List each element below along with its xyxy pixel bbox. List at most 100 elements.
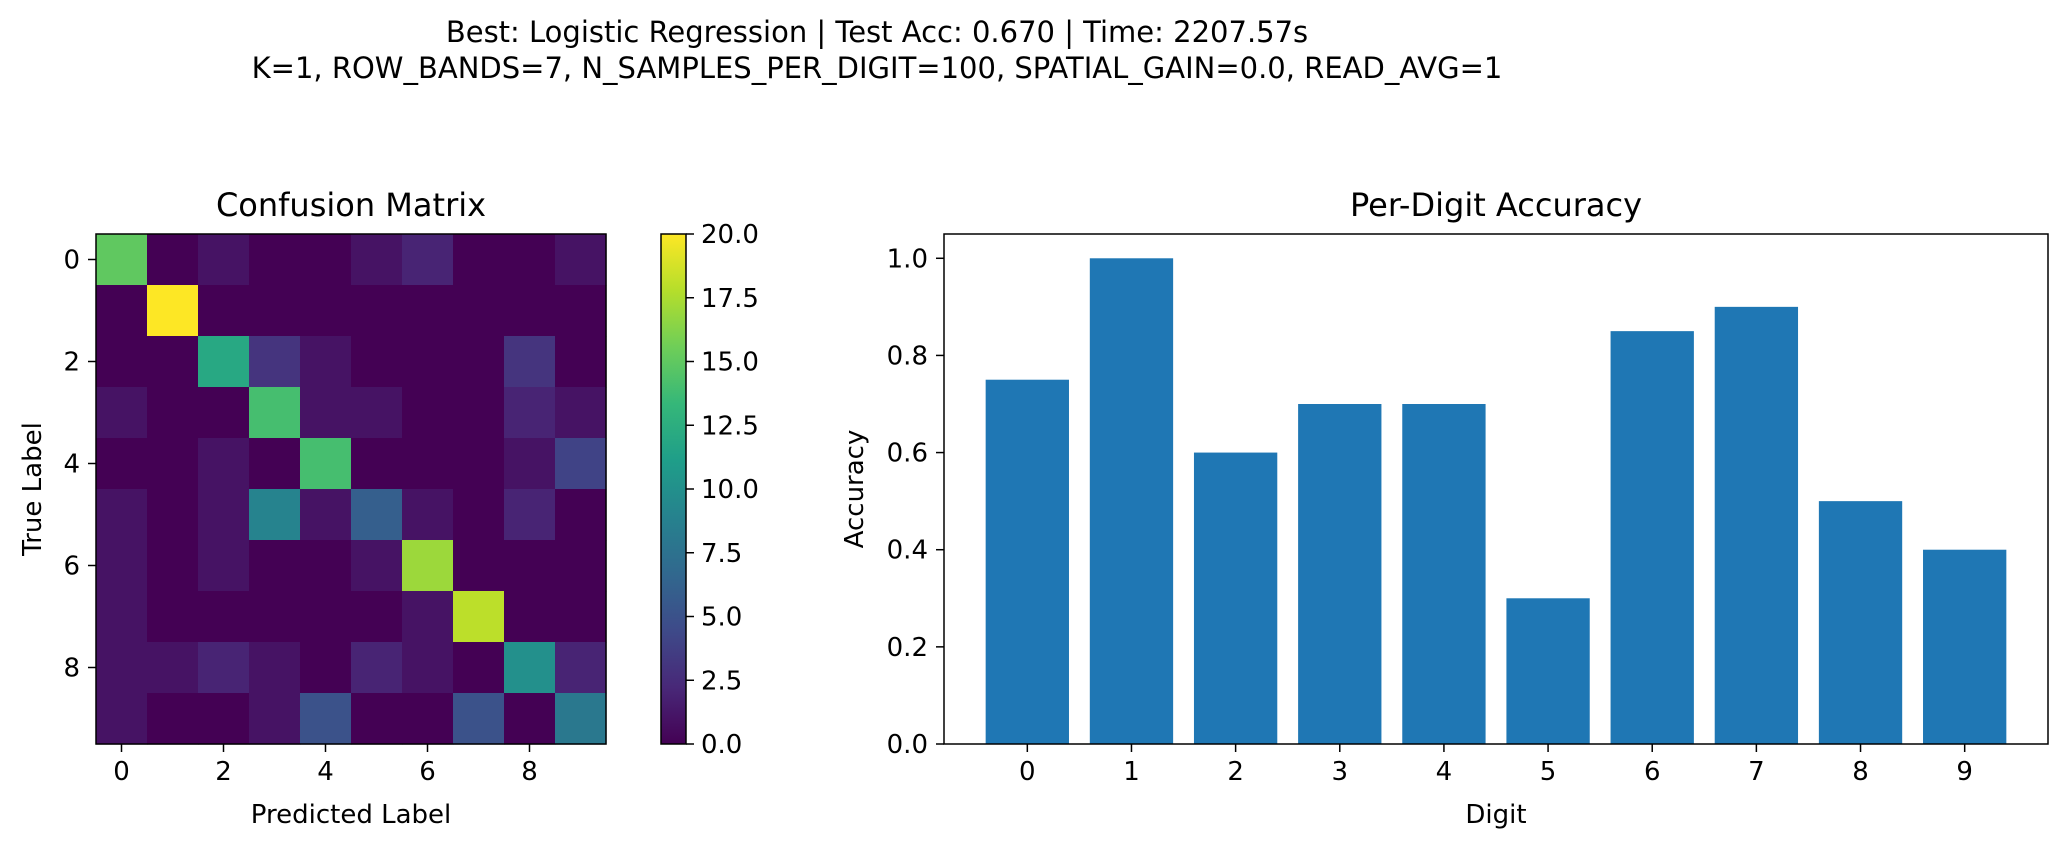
bar-xtick-label-5: 5 (1540, 757, 1557, 787)
cm-cell-6-8 (504, 540, 556, 592)
colorbar-tick-label-17.5: 17.5 (701, 284, 759, 314)
confusion-matrix-y-ticks: 0 2 4 6 8 (63, 246, 96, 684)
cm-cell-3-7 (453, 387, 505, 439)
confusion-matrix-xlabel: Predicted Label (251, 800, 451, 830)
cm-ytick-label-8: 8 (63, 654, 80, 684)
colorbar-tick-label-0.0: 0.0 (701, 730, 742, 760)
cm-cell-6-3 (249, 540, 301, 592)
per-digit-accuracy-x-ticks: 0 1 2 3 4 5 6 7 8 9 (1019, 744, 1973, 787)
cm-cell-5-1 (147, 489, 199, 541)
cm-cell-7-5 (351, 591, 403, 643)
cm-ytick-label-0: 0 (63, 246, 80, 276)
bar-digit-4 (1402, 404, 1486, 744)
bar-digit-7 (1714, 306, 1799, 744)
cm-cell-1-0 (96, 285, 148, 337)
cm-cell-3-1 (147, 387, 199, 439)
cm-cell-3-0 (96, 387, 148, 439)
cm-cell-1-4 (300, 285, 352, 337)
cm-cell-0-1 (147, 234, 199, 286)
cm-xtick-label-4: 4 (317, 757, 334, 787)
colorbar-tick-label-12.5: 12.5 (701, 411, 759, 441)
cm-cell-1-6 (402, 285, 454, 337)
cm-cell-9-5 (351, 693, 403, 745)
cm-cell-7-0 (96, 591, 148, 643)
bar-digit-8 (1818, 501, 1903, 744)
bar-xtick-label-2: 2 (1227, 757, 1244, 787)
confusion-matrix-title: Confusion Matrix (216, 186, 486, 224)
cm-cell-4-9 (555, 438, 607, 490)
cm-cell-5-5 (351, 489, 403, 541)
confusion-matrix-frame (95, 233, 607, 745)
cm-cell-8-5 (351, 642, 403, 694)
cm-cell-1-8 (504, 285, 556, 337)
confusion-matrix-panel: Confusion Matrix 0 2 4 6 8 0 2 4 6 8 Predicted L… (18, 186, 607, 830)
cm-cell-4-0 (96, 438, 148, 490)
cm-cell-0-2 (198, 234, 250, 286)
cm-cell-1-5 (351, 285, 403, 337)
cm-cell-8-6 (402, 642, 454, 694)
cm-cell-8-0 (96, 642, 148, 694)
cm-xtick-label-6: 6 (419, 757, 436, 787)
colorbar-tick-label-2.5: 2.5 (701, 666, 742, 696)
cm-cell-3-5 (351, 387, 403, 439)
cm-cell-1-3 (249, 285, 301, 337)
cm-ytick-label-2: 2 (63, 348, 80, 378)
cm-cell-5-6 (402, 489, 454, 541)
bar-xtick-label-0: 0 (1019, 757, 1036, 787)
cm-cell-5-4 (300, 489, 352, 541)
cm-cell-1-7 (453, 285, 505, 337)
cm-cell-8-8 (504, 642, 556, 694)
cm-cell-8-9 (555, 642, 607, 694)
cm-cell-6-9 (555, 540, 607, 592)
colorbar-ticks: 0.0 2.5 5.0 7.5 10.0 12.5 15.0 17.5 20.0 (686, 220, 759, 760)
confusion-matrix-ylabel: True Label (18, 422, 48, 557)
cm-cell-7-9 (555, 591, 607, 643)
cm-cell-2-8 (504, 336, 556, 388)
cm-cell-0-9 (555, 234, 607, 286)
cm-cell-6-7 (453, 540, 505, 592)
cm-cell-4-5 (351, 438, 403, 490)
cm-cell-7-7 (453, 591, 505, 643)
cm-cell-0-3 (249, 234, 301, 286)
cm-cell-4-8 (504, 438, 556, 490)
cm-cell-7-1 (147, 591, 199, 643)
suptitle-line-2: K=1, ROW_BANDS=7, N_SAMPLES_PER_DIGIT=10… (252, 51, 1503, 85)
cm-cell-7-3 (249, 591, 301, 643)
cm-cell-7-4 (300, 591, 352, 643)
cm-cell-5-2 (198, 489, 250, 541)
cm-cell-2-1 (147, 336, 199, 388)
cm-cell-4-3 (249, 438, 301, 490)
cm-cell-9-7 (453, 693, 505, 745)
cm-cell-0-7 (453, 234, 505, 286)
bar-digit-6 (1610, 331, 1694, 744)
cm-cell-3-3 (249, 387, 301, 439)
cm-cell-2-5 (351, 336, 403, 388)
bar-xtick-label-4: 4 (1436, 757, 1453, 787)
cm-cell-2-6 (402, 336, 454, 388)
cm-cell-6-1 (147, 540, 199, 592)
bar-digit-3 (1298, 404, 1382, 744)
cm-cell-0-8 (504, 234, 556, 286)
cm-cell-1-1 (147, 285, 199, 337)
cm-cell-6-5 (351, 540, 403, 592)
bar-ytick-label-1.0: 1.0 (887, 244, 928, 274)
cm-cell-3-4 (300, 387, 352, 439)
per-digit-accuracy-y-ticks: 0.0 0.2 0.4 0.6 0.8 1.0 (887, 244, 944, 760)
per-digit-accuracy-frame (943, 233, 2049, 745)
colorbar-tick-label-20.0: 20.0 (701, 220, 759, 250)
per-digit-accuracy-bars (985, 258, 2007, 744)
cm-cell-9-8 (504, 693, 556, 745)
cm-cell-2-4 (300, 336, 352, 388)
colorbar-panel: 0.0 2.5 5.0 7.5 10.0 12.5 15.0 17.5 20.0 (660, 220, 759, 760)
cm-cell-1-9 (555, 285, 607, 337)
cm-cell-2-2 (198, 336, 250, 388)
cm-cell-7-6 (402, 591, 454, 643)
cm-cell-3-8 (504, 387, 556, 439)
suptitle-line-1: Best: Logistic Regression | Test Acc: 0.… (446, 15, 1308, 49)
cm-cell-4-4 (300, 438, 352, 490)
cm-cell-9-4 (300, 693, 352, 745)
bar-digit-0 (985, 379, 1069, 744)
bar-xtick-label-7: 7 (1748, 757, 1765, 787)
bar-xtick-label-9: 9 (1956, 757, 1973, 787)
cm-xtick-label-0: 0 (113, 757, 130, 787)
